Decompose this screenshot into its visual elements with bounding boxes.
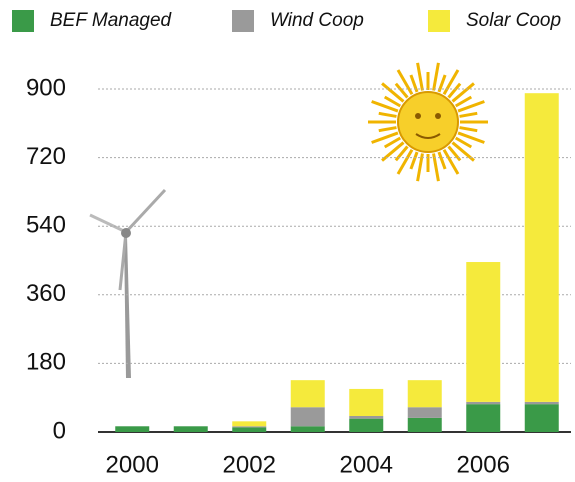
sun-illustration [368,62,488,182]
bar-segment [466,262,501,402]
bar-segment [173,426,208,432]
legend-swatch [232,10,254,32]
bar-segment [407,380,442,408]
y-tick-label: 720 [26,143,66,170]
bar-segment [524,404,559,432]
bar-segment [290,407,325,427]
bar-segment [407,407,442,418]
x-tick-label: 2002 [223,451,276,478]
y-tick-label: 180 [26,349,66,376]
bar-segment [232,427,267,432]
bar-segment [115,426,150,432]
bar-segment [349,415,384,419]
bar-segment [466,401,501,405]
bar-segment [232,426,267,428]
legend-label: Solar Coop [466,10,561,31]
bar-segment [349,418,384,432]
bar-segment [524,93,559,402]
y-tick-label: 540 [26,212,66,239]
bar-segment [524,401,559,405]
bar-segment [232,421,267,427]
legend-label: BEF Managed [50,10,173,31]
legend-label: Wind Coop [270,10,364,31]
bar-segment [407,417,442,432]
x-tick-label: 2006 [457,451,510,478]
bar-segment [466,404,501,432]
x-tick-label: 2004 [340,451,393,478]
y-tick-label: 360 [26,280,66,307]
legend-swatch [428,10,450,32]
bar-segment [290,426,325,432]
wind-turbine-illustration [89,188,167,378]
bar-segment [290,380,325,408]
legend-swatch [12,10,34,32]
y-tick-label: 900 [26,74,66,101]
bar-segment [349,388,384,416]
x-tick-label: 2000 [106,451,159,478]
y-tick-label: 0 [53,417,66,444]
